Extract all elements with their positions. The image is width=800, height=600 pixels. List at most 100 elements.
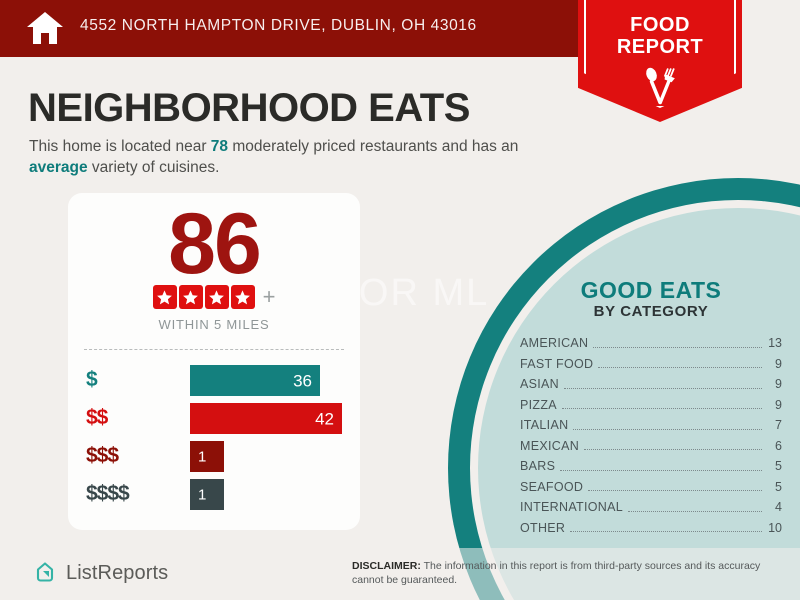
category-leader-dots — [627, 504, 762, 512]
category-leader-dots — [573, 422, 762, 430]
star-badge — [204, 285, 229, 309]
category-count: 10 — [768, 520, 782, 535]
good-eats-subtitle: BY CATEGORY — [593, 303, 709, 321]
category-count: 9 — [775, 397, 782, 412]
page-title: NEIGHBORHOOD EATS — [28, 86, 470, 130]
price-bar-row: $$$ 1 — [68, 439, 360, 477]
subtitle-part-1: This home is located near — [29, 138, 211, 155]
star-badge — [152, 285, 177, 309]
good-eats-panel: GOOD EATS BY CATEGORY AMERICAN 13 FAST FOO… — [520, 278, 782, 538]
star-icon — [157, 289, 172, 304]
fork-and-spoon-icon — [646, 67, 675, 105]
category-leader-dots — [588, 483, 762, 492]
category-count: 7 — [775, 418, 782, 433]
category-count: 5 — [775, 479, 782, 494]
price-bar-track: 1 — [190, 479, 224, 510]
price-bar-fill: 1 — [190, 441, 224, 472]
house-icon — [27, 12, 63, 44]
category-label: OTHER — [520, 520, 566, 535]
price-bar-row: $$$$ 1 — [68, 477, 360, 515]
badge-line-1: FOOD — [630, 14, 690, 36]
star-icon — [209, 289, 224, 304]
price-bar-value: 42 — [315, 409, 334, 428]
price-bar-track: 1 — [190, 441, 224, 472]
disclaimer: DISCLAIMER: The information in this repo… — [352, 559, 792, 587]
listreports-house-icon — [36, 562, 54, 582]
category-label: AMERICAN — [520, 336, 589, 351]
price-level-bar-chart: $36 $$ 42 $$$ 1 $$$$ 1 — [68, 363, 360, 515]
price-bar-value: 1 — [198, 448, 207, 465]
price-bar-fill: 36 — [190, 365, 320, 396]
category-row: OTHER 10 — [520, 518, 782, 539]
category-row: ASIAN 9 — [520, 374, 782, 395]
category-label: ASIAN — [520, 377, 560, 392]
price-bar-fill: 1 — [190, 479, 224, 510]
score-caption: WITHIN 5 MILES — [158, 317, 270, 332]
category-row: SEAFOOD 5 — [520, 477, 782, 498]
category-label: SEAFOOD — [520, 479, 584, 494]
category-label: BARS — [520, 459, 556, 474]
price-bar-fill: 42 — [190, 403, 342, 434]
star-badge — [230, 285, 255, 309]
category-leader-dots — [584, 442, 762, 451]
price-bar-label: $$ — [86, 406, 108, 429]
badge-outline — [584, 0, 736, 108]
subtitle-part-2: moderately priced restaurants and has an — [228, 138, 519, 155]
category-row: BARS 5 — [520, 456, 782, 477]
food-report-badge: FOOD REPORT — [578, 0, 742, 122]
score-value: 86 — [168, 196, 262, 292]
star-icon — [183, 289, 198, 304]
category-row: MEXICAN 6 — [520, 436, 782, 457]
category-label: FAST FOOD — [520, 356, 594, 371]
price-bar-label: $$$$ — [86, 482, 130, 505]
category-label: PIZZA — [520, 397, 557, 412]
subtitle-highlight-variety: average — [29, 159, 88, 177]
price-bar-label: $$$ — [86, 444, 119, 467]
category-row: FAST FOOD 9 — [520, 354, 782, 375]
star-plus: + — [262, 284, 276, 309]
badge-title: FOOD REPORT — [578, 14, 742, 59]
category-leader-dots — [560, 463, 762, 471]
brand-name: ListReports — [66, 561, 169, 584]
property-address: 4552 NORTH HAMPTON DRIVE, DUBLIN, OH 430… — [80, 17, 477, 34]
category-count: 5 — [775, 459, 782, 474]
category-label: INTERNATIONAL — [520, 500, 623, 515]
card-divider — [84, 349, 344, 350]
price-bar-value: 1 — [198, 486, 207, 503]
address-header-bar: 4552 NORTH HAMPTON DRIVE, DUBLIN, OH 430… — [0, 0, 578, 57]
category-label: ITALIAN — [520, 418, 569, 433]
price-bar-row: $$ 42 — [68, 401, 360, 439]
disclaimer-label: DISCLAIMER: — [352, 560, 421, 572]
category-row: AMERICAN 13 — [520, 333, 782, 354]
price-bar-label: $ — [86, 368, 98, 391]
score-card: 86 + WITHIN 5 MILES $36 $$ 42 $$$ 1 $$$$ 1 — [68, 193, 360, 530]
category-leader-dots — [564, 381, 762, 389]
star-icon — [235, 289, 250, 304]
category-count: 4 — [775, 500, 782, 515]
category-leader-dots — [593, 340, 762, 348]
category-row: PIZZA 9 — [520, 395, 782, 416]
star-badge — [178, 285, 203, 309]
price-bar-track: 36 — [190, 365, 320, 396]
good-eats-title: GOOD EATS — [580, 277, 722, 303]
subtitle-highlight-count: 78 — [210, 138, 229, 155]
price-bar-row: $36 — [68, 363, 360, 401]
category-row: INTERNATIONAL 4 — [520, 497, 782, 518]
category-count: 13 — [768, 336, 782, 351]
star-rating: + — [68, 285, 360, 309]
price-bar-track: 42 — [190, 403, 342, 434]
category-count: 9 — [775, 356, 782, 371]
category-row: ITALIAN 7 — [520, 415, 782, 436]
category-leader-dots — [561, 401, 762, 410]
page-subtitle: This home is located near 78 moderately … — [29, 136, 559, 179]
category-label: MEXICAN — [520, 438, 580, 453]
price-bar-value: 36 — [293, 371, 312, 390]
subtitle-part-3: variety of cuisines. — [87, 159, 220, 177]
good-eats-category-list: AMERICAN 13 FAST FOOD 9 ASIAN 9 PIZZA 9 ITALIAN 7… — [520, 333, 782, 538]
category-leader-dots — [570, 524, 762, 533]
category-count: 9 — [775, 377, 782, 392]
category-count: 6 — [775, 438, 782, 453]
badge-line-2: REPORT — [616, 36, 704, 59]
listreports-logo[interactable]: ListReports — [32, 560, 168, 586]
